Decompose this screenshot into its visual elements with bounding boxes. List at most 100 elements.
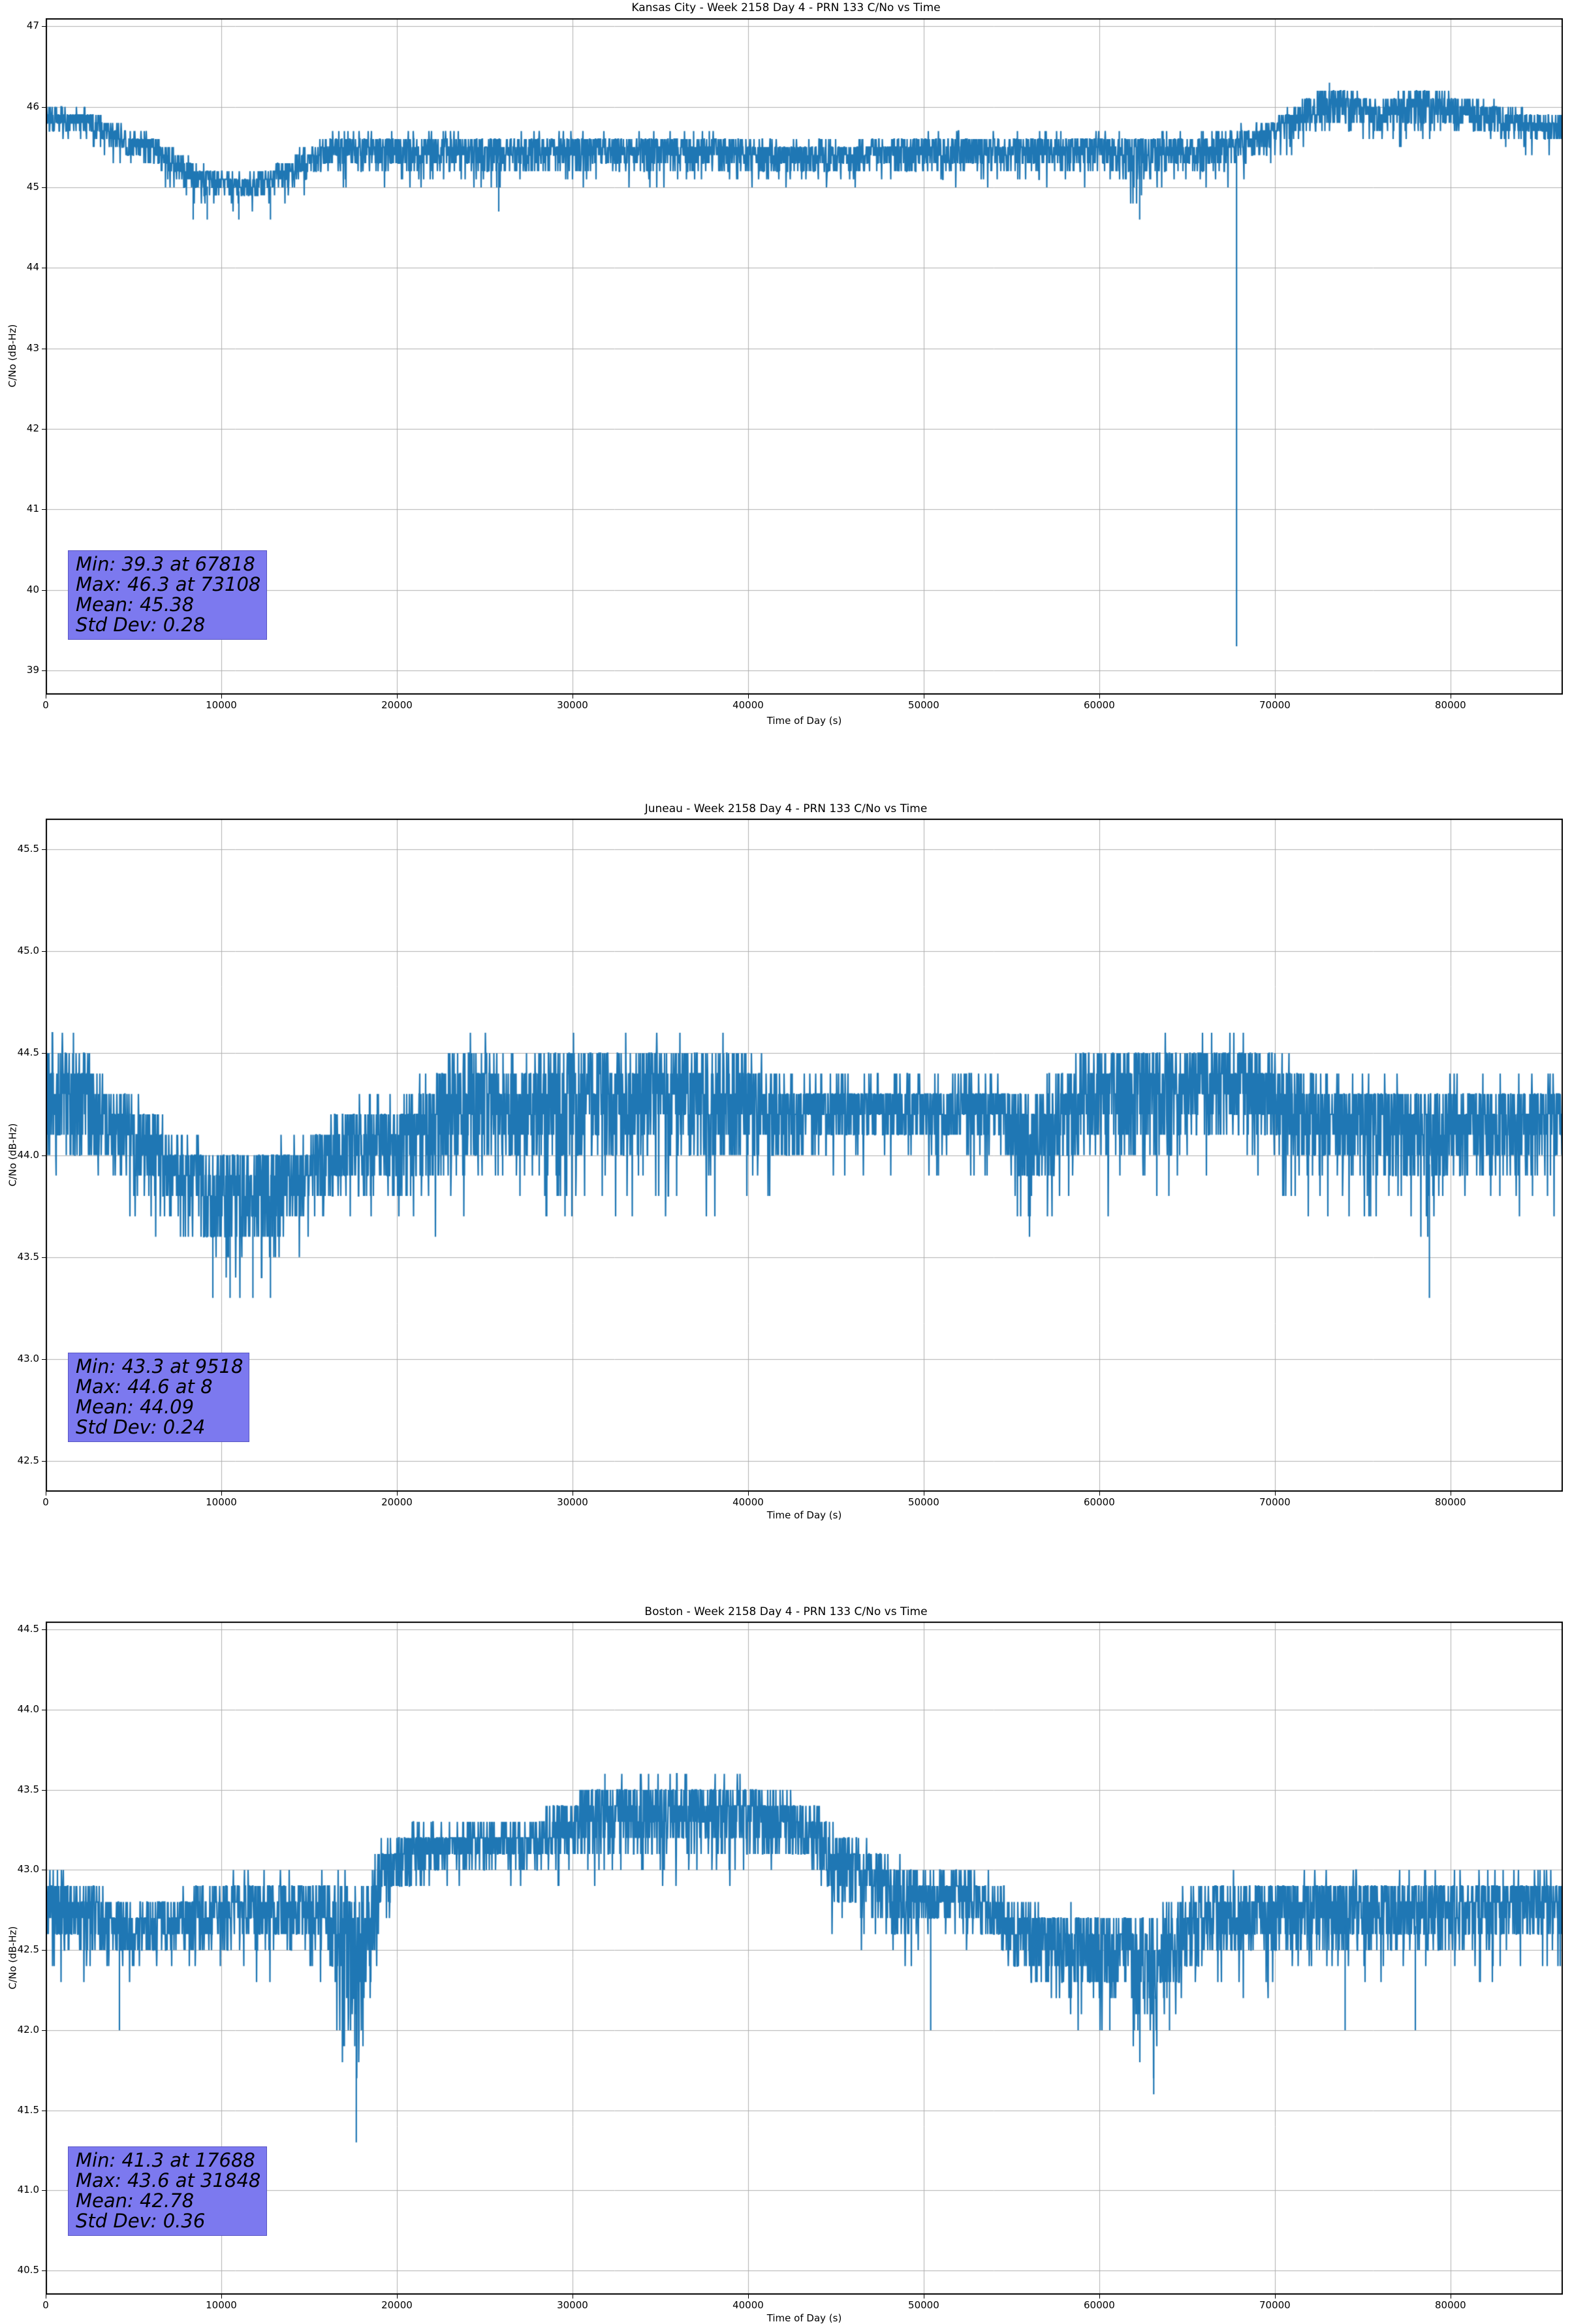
x-tick-label: 20000 [381, 2299, 413, 2311]
stats-line: Min: 43.3 at 9518 [76, 1355, 244, 1377]
x-tick-mark [221, 695, 222, 699]
x-tick-label: 30000 [557, 2299, 588, 2311]
x-tick-label: 40000 [732, 2299, 764, 2311]
y-tick-label: 44.0 [17, 1148, 39, 1161]
x-axis-label: Time of Day (s) [766, 1509, 842, 1521]
plot-area [46, 819, 1563, 1492]
x-tick-mark [748, 1492, 749, 1496]
stats-line: Min: 41.3 at 17688 [76, 2149, 255, 2171]
y-tick-mark [42, 1155, 46, 1156]
y-tick-mark [42, 2190, 46, 2191]
y-tick-label: 43.5 [17, 1250, 39, 1263]
y-tick-label: 46 [26, 100, 39, 112]
x-tick-label: 10000 [206, 2299, 237, 2311]
y-tick-label: 42.0 [17, 2023, 39, 2035]
y-tick-label: 43.0 [17, 1352, 39, 1364]
y-tick-mark [42, 26, 46, 27]
y-tick-label: 42.5 [17, 1943, 39, 1956]
statistics-box: Min: 43.3 at 9518 Max: 44.6 at 8 Mean: 44.… [68, 1353, 250, 1443]
x-tick-label: 70000 [1259, 2299, 1291, 2311]
x-tick-label: 60000 [1084, 1496, 1115, 1508]
y-tick-label: 44.5 [17, 1623, 39, 1635]
y-tick-label: 41.0 [17, 2184, 39, 2196]
x-tick-label: 50000 [908, 1496, 939, 1508]
x-axis-label: Time of Day (s) [766, 2312, 842, 2324]
x-tick-mark [1275, 2295, 1276, 2299]
y-tick-label: 44.5 [17, 1046, 39, 1059]
y-tick-mark [42, 1790, 46, 1791]
x-tick-label: 10000 [206, 1496, 237, 1508]
panel-title: Boston - Week 2158 Day 4 - PRN 133 C/No … [644, 1605, 928, 1618]
x-tick-label: 0 [42, 699, 49, 711]
y-tick-label: 47 [26, 20, 39, 32]
y-tick-label: 43.0 [17, 1863, 39, 1876]
y-tick-mark [42, 429, 46, 430]
y-tick-mark [42, 1629, 46, 1630]
x-tick-mark [397, 1492, 398, 1496]
y-tick-label: 42.5 [17, 1454, 39, 1467]
y-tick-mark [42, 509, 46, 510]
y-tick-label: 44.0 [17, 1703, 39, 1715]
x-tick-mark [748, 695, 749, 699]
x-tick-label: 40000 [732, 699, 764, 711]
y-tick-mark [42, 187, 46, 188]
y-tick-mark [42, 1053, 46, 1054]
y-tick-label: 45 [26, 181, 39, 193]
x-tick-mark [1275, 695, 1276, 699]
plot-area [46, 1622, 1563, 2295]
statistics-box: Min: 41.3 at 17688 Max: 43.6 at 31848 Mean… [68, 2146, 268, 2237]
x-tick-label: 60000 [1084, 2299, 1115, 2311]
x-tick-label: 80000 [1434, 2299, 1466, 2311]
stats-line: Mean: 45.38 [76, 593, 195, 616]
x-tick-mark [397, 695, 398, 699]
x-tick-label: 0 [42, 1496, 49, 1508]
x-tick-mark [1099, 2295, 1100, 2299]
x-tick-label: 0 [42, 2299, 49, 2311]
y-tick-label: 44 [26, 261, 39, 274]
y-tick-label: 43 [26, 341, 39, 354]
x-tick-label: 80000 [1434, 1496, 1466, 1508]
panel-title: Kansas City - Week 2158 Day 4 - PRN 133 … [631, 1, 941, 14]
y-tick-mark [42, 2270, 46, 2271]
plot-area [46, 18, 1563, 695]
x-tick-label: 20000 [381, 699, 413, 711]
x-tick-label: 10000 [206, 699, 237, 711]
y-tick-label: 43.5 [17, 1783, 39, 1795]
stats-line: Max: 44.6 at 8 [76, 1375, 213, 1398]
y-tick-label: 40 [26, 583, 39, 595]
stats-line: Min: 39.3 at 67818 [76, 553, 255, 575]
y-tick-mark [42, 670, 46, 671]
panel-title: Juneau - Week 2158 Day 4 - PRN 133 C/No … [644, 802, 928, 815]
y-tick-label: 45.0 [17, 945, 39, 957]
x-tick-label: 50000 [908, 699, 939, 711]
x-tick-label: 30000 [557, 1496, 588, 1508]
stats-line: Mean: 42.78 [76, 2190, 195, 2212]
y-tick-mark [42, 1359, 46, 1360]
x-tick-label: 60000 [1084, 699, 1115, 711]
y-tick-mark [42, 951, 46, 952]
y-tick-label: 42 [26, 422, 39, 434]
x-axis-label: Time of Day (s) [766, 715, 842, 727]
y-tick-label: 41 [26, 503, 39, 515]
x-tick-label: 70000 [1259, 1496, 1291, 1508]
y-tick-mark [42, 2030, 46, 2031]
y-tick-mark [42, 1257, 46, 1258]
statistics-box: Min: 39.3 at 67818 Max: 46.3 at 73108 Mean… [68, 550, 268, 640]
x-tick-label: 40000 [732, 1496, 764, 1508]
stats-line: Std Dev: 0.28 [76, 614, 206, 636]
y-tick-label: 39 [26, 664, 39, 676]
x-tick-mark [221, 1492, 222, 1496]
stats-line: Max: 43.6 at 31848 [76, 2169, 261, 2192]
y-tick-label: 45.5 [17, 842, 39, 855]
y-tick-mark [42, 1461, 46, 1462]
x-tick-label: 80000 [1434, 699, 1466, 711]
x-tick-label: 20000 [381, 1496, 413, 1508]
x-tick-label: 70000 [1259, 699, 1291, 711]
x-tick-mark [221, 2295, 222, 2299]
y-tick-mark [42, 107, 46, 108]
x-tick-mark [397, 2295, 398, 2299]
stats-line: Std Dev: 0.36 [76, 2210, 206, 2233]
x-tick-mark [748, 2295, 749, 2299]
x-tick-mark [1275, 1492, 1276, 1496]
